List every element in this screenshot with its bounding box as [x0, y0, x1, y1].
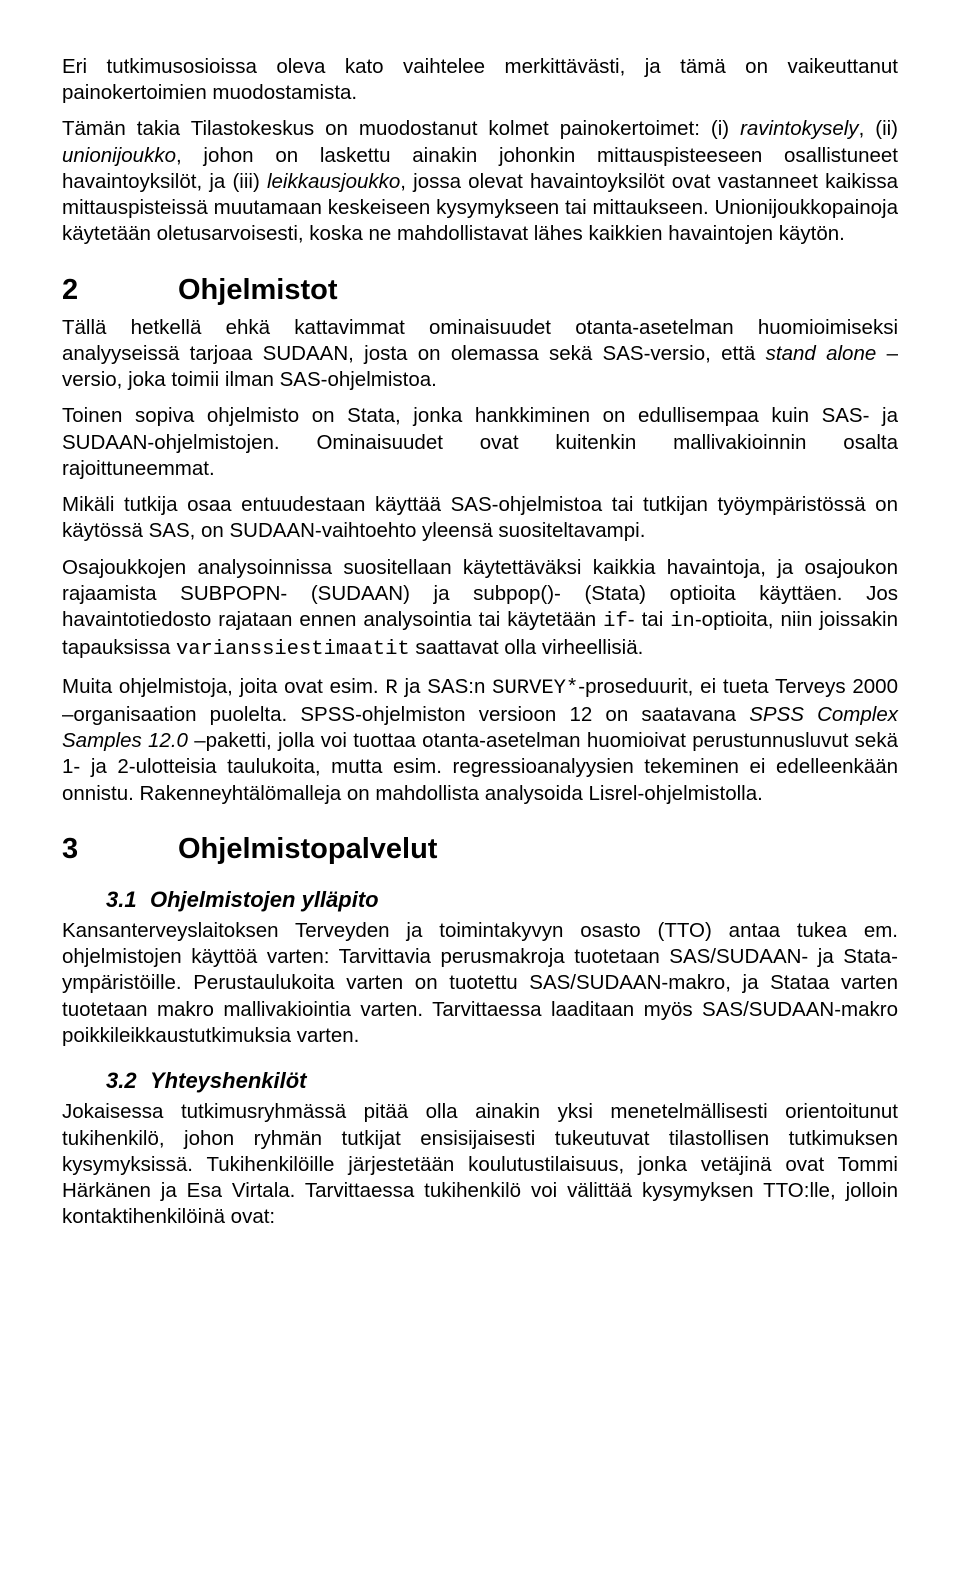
monospace-text: varianssiestimaatit: [176, 638, 410, 661]
body-paragraph: Muita ohjelmistoja, joita ovat esim. R j…: [62, 674, 898, 807]
section-heading: 2 Ohjelmistot: [62, 272, 898, 309]
text: Muita ohjelmistoja, joita ovat esim.: [62, 675, 385, 698]
monospace-text: SURVEY*: [492, 677, 578, 700]
text: Tämän takia Tilastokeskus on muodostanut…: [62, 117, 740, 140]
text: –paketti, jolla voi tuottaa otanta-asete…: [62, 729, 898, 804]
subsection-heading: 3.1 Ohjelmistojen ylläpito: [106, 886, 898, 914]
heading-title: Yhteyshenkilöt: [150, 1067, 306, 1095]
subsection-heading: 3.2 Yhteyshenkilöt: [106, 1067, 898, 1095]
text: saattavat olla virheellisiä.: [410, 636, 644, 659]
heading-number: 2: [62, 272, 178, 309]
body-paragraph: Osajoukkojen analysoinnissa suositellaan…: [62, 555, 898, 664]
text: ja SAS:n: [398, 675, 492, 698]
monospace-text: R: [385, 677, 397, 700]
monospace-text: if: [603, 610, 628, 633]
heading-title: Ohjelmistopalvelut: [178, 831, 437, 868]
body-paragraph: Tämän takia Tilastokeskus on muodostanut…: [62, 116, 898, 247]
text: , (ii): [859, 117, 898, 140]
monospace-text: in: [670, 610, 695, 633]
heading-number: 3: [62, 831, 178, 868]
body-paragraph: Tällä hetkellä ehkä kattavimmat ominaisu…: [62, 315, 898, 394]
italic-text: leikkausjoukko: [267, 170, 400, 193]
body-paragraph: Mikäli tutkija osaa entuudestaan käyttää…: [62, 492, 898, 544]
italic-text: unionijoukko: [62, 144, 176, 167]
body-paragraph: Jokaisessa tutkimusryhmässä pitää olla a…: [62, 1099, 898, 1230]
italic-text: ravintokysely: [740, 117, 859, 140]
body-paragraph: Kansanterveyslaitoksen Terveyden ja toim…: [62, 918, 898, 1049]
heading-title: Ohjelmistojen ylläpito: [150, 886, 379, 914]
body-paragraph: Toinen sopiva ohjelmisto on Stata, jonka…: [62, 403, 898, 482]
heading-title: Ohjelmistot: [178, 272, 338, 309]
heading-number: 3.1: [106, 886, 150, 914]
body-paragraph: Eri tutkimusosioissa oleva kato vaihtele…: [62, 54, 898, 106]
italic-text: stand alone: [766, 342, 877, 365]
section-heading: 3 Ohjelmistopalvelut: [62, 831, 898, 868]
text: - tai: [628, 608, 670, 631]
heading-number: 3.2: [106, 1067, 150, 1095]
